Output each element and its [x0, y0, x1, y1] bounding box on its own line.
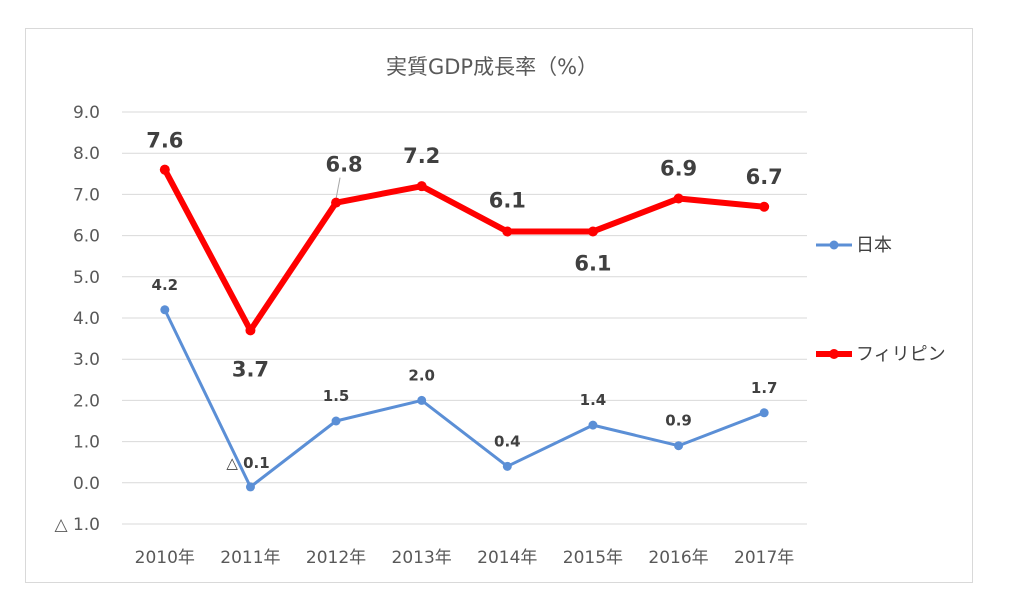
x-tick-label: 2014年 [477, 548, 537, 568]
data-point [160, 305, 170, 315]
legend-label: フィリピン [856, 344, 946, 365]
data-label: 1.7 [751, 379, 778, 397]
y-tick-label: 3.0 [73, 350, 100, 370]
data-point [159, 164, 170, 175]
data-label: 3.7 [232, 357, 269, 381]
gridlines [122, 111, 807, 525]
series-layer [159, 164, 770, 492]
data-point [416, 181, 427, 192]
y-tick-label: 7.0 [73, 185, 100, 205]
data-point [502, 226, 513, 237]
data-label: 7.2 [403, 144, 440, 168]
data-labels: 4.2 △ 0.1 1.5 2.0 0.4 1.4 0.9 1.7 7.6 3.7 6.8 7.2 6.… [146, 129, 783, 472]
x-tick-label: 2011年 [220, 548, 280, 568]
data-label: 0.9 [665, 412, 692, 430]
x-tick-label: 2013年 [392, 548, 452, 568]
data-point [674, 441, 684, 451]
y-axis: 9.0 8.0 7.0 6.0 5.0 4.0 3.0 2.0 1.0 0.0 △ 1.0 [54, 103, 100, 535]
x-tick-label: 2017年 [734, 548, 794, 568]
data-label: 4.2 [152, 276, 179, 294]
data-point [331, 416, 341, 426]
x-tick-label: 2015年 [563, 548, 623, 568]
data-label: 6.1 [489, 188, 526, 212]
data-point [245, 325, 256, 336]
data-label: 7.6 [146, 129, 183, 153]
series-line-1 [161, 166, 768, 334]
data-label: 1.4 [580, 391, 607, 409]
y-tick-label: 4.0 [73, 309, 100, 329]
data-label: 0.4 [494, 432, 521, 450]
x-tick-label: 2016年 [648, 548, 708, 568]
data-point [331, 197, 342, 208]
data-point [673, 193, 684, 204]
data-point [759, 201, 770, 212]
data-label: △ 0.1 [226, 454, 269, 472]
series-line-0 [163, 308, 766, 489]
data-point [587, 226, 598, 237]
data-point [502, 461, 512, 471]
legend-marker [829, 240, 839, 250]
chart-frame [25, 28, 973, 583]
legend-label: 日本 [856, 235, 892, 256]
x-tick-label: 2012年 [306, 548, 366, 568]
data-point [245, 482, 255, 492]
y-tick-label: 2.0 [73, 391, 100, 411]
y-tick-label: 5.0 [73, 268, 100, 288]
x-axis: 2010年 2011年 2012年 2013年 2014年 2015年 2016年 2017年 [135, 548, 795, 568]
y-tick-label: 8.0 [73, 144, 100, 164]
y-tick-label: △ 1.0 [54, 515, 100, 535]
data-point [588, 420, 598, 430]
data-label: 6.9 [660, 157, 697, 181]
leader-line [335, 177, 341, 199]
data-label: 6.7 [746, 165, 783, 189]
y-tick-label: 9.0 [73, 103, 100, 123]
chart-title: 実質GDP成長率（%） [386, 55, 598, 79]
y-tick-label: 0.0 [73, 474, 100, 494]
data-point [417, 395, 427, 405]
data-label: 2.0 [408, 366, 435, 384]
y-tick-label: 6.0 [73, 227, 100, 247]
data-label: 6.8 [325, 153, 362, 177]
x-tick-label: 2010年 [135, 548, 195, 568]
data-label: 6.1 [574, 251, 611, 275]
data-point [759, 408, 769, 418]
legend-marker [829, 349, 839, 359]
data-label: 1.5 [323, 387, 350, 405]
y-tick-label: 1.0 [73, 433, 100, 453]
data-label-leader-lines [335, 177, 341, 199]
